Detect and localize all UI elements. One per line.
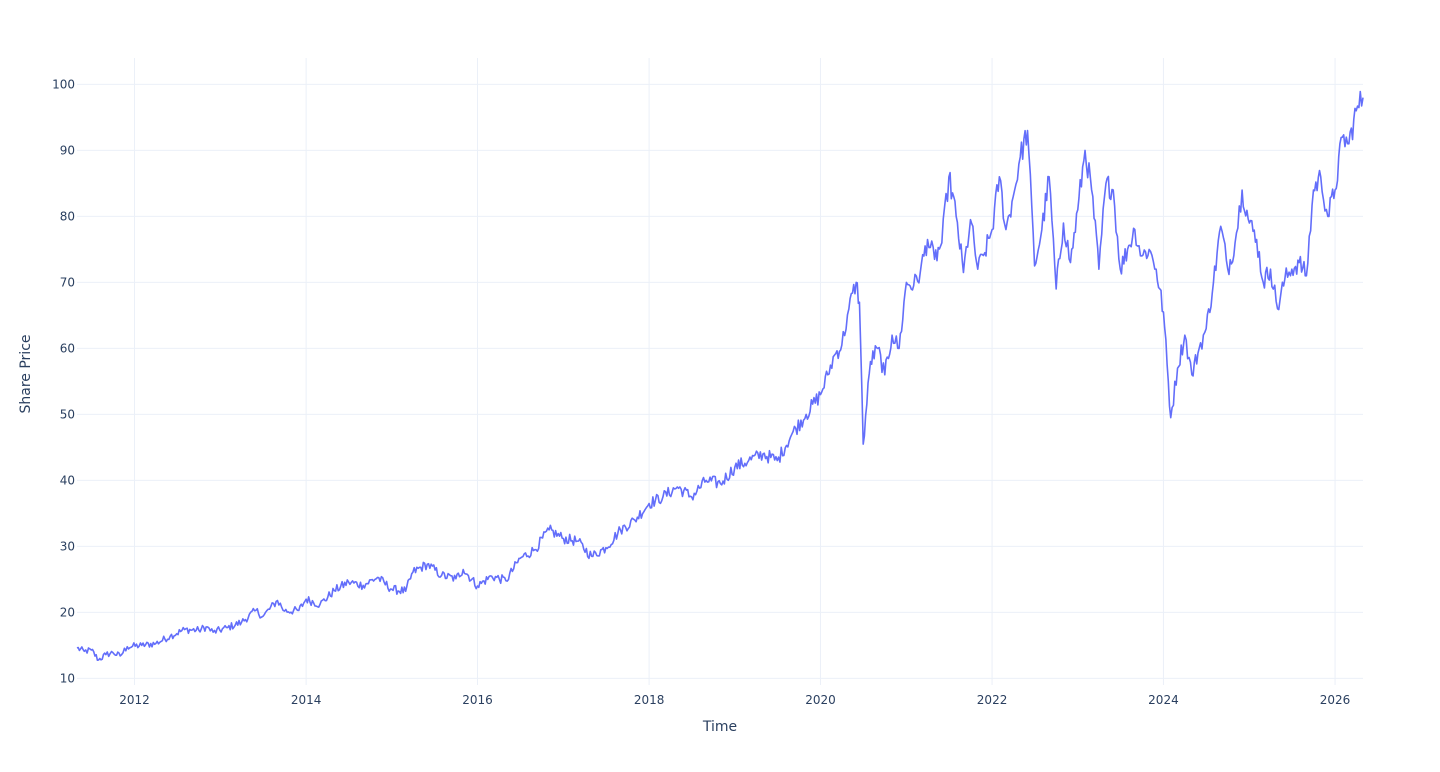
- x-tick-label: 2022: [977, 693, 1008, 707]
- x-tick-label: 2014: [291, 693, 322, 707]
- series-layer: [76, 90, 1364, 662]
- y-tick-label: 40: [60, 473, 75, 487]
- x-tick-label: 2020: [805, 693, 836, 707]
- x-tick-label: 2026: [1320, 693, 1351, 707]
- y-tick-label: 10: [60, 671, 75, 685]
- y-tick-label: 30: [60, 539, 75, 553]
- y-tick-label: 20: [60, 605, 75, 619]
- y-tick-label: 60: [60, 341, 75, 355]
- y-axis-title: Share Price: [18, 334, 34, 413]
- x-tick-labels: 2012 2014 2016 2018 2020 2022 2024 2026: [119, 693, 1350, 707]
- x-tick-label: 2024: [1148, 693, 1179, 707]
- x-tick-label: 2016: [462, 693, 493, 707]
- y-tick-label: 100: [52, 77, 75, 91]
- x-axis-title: Time: [702, 719, 737, 735]
- y-tick-label: 50: [60, 407, 75, 421]
- x-tick-label: 2018: [634, 693, 665, 707]
- y-tick-labels: 10 20 30 40 50 60 70 80 90 100: [52, 77, 75, 685]
- y-tick-label: 80: [60, 209, 75, 223]
- y-tick-label: 90: [60, 143, 75, 157]
- series-line: [76, 90, 1364, 662]
- y-tick-label: 70: [60, 275, 75, 289]
- x-gridlines: [134, 58, 1336, 685]
- y-gridlines: [77, 83, 1363, 679]
- x-tick-label: 2012: [119, 693, 150, 707]
